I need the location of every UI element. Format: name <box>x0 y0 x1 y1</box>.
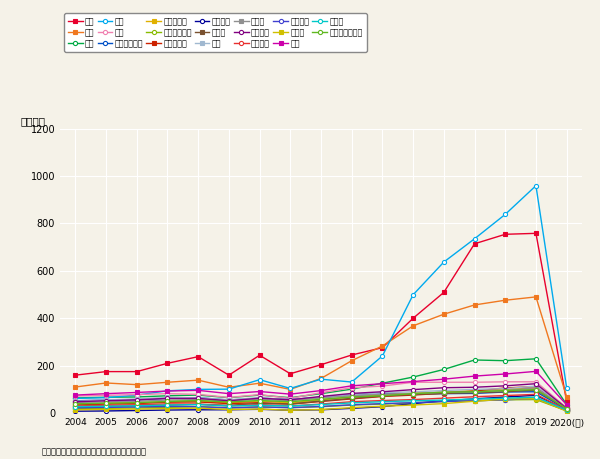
Text: （万人）: （万人） <box>21 116 46 126</box>
Text: 資料：日本政府観光局資料に基づき観光庁作成: 資料：日本政府観光局資料に基づき観光庁作成 <box>42 448 147 457</box>
Legend: 韓国, 台湾, 香港, 中国, タイ, シンガポール, マレーシア, インドネシア, フィリピン, ベトナム, インド, 英国, ドイツ, フランス, イタリア: 韓国, 台湾, 香港, 中国, タイ, シンガポール, マレーシア, インドネシ… <box>64 13 367 52</box>
